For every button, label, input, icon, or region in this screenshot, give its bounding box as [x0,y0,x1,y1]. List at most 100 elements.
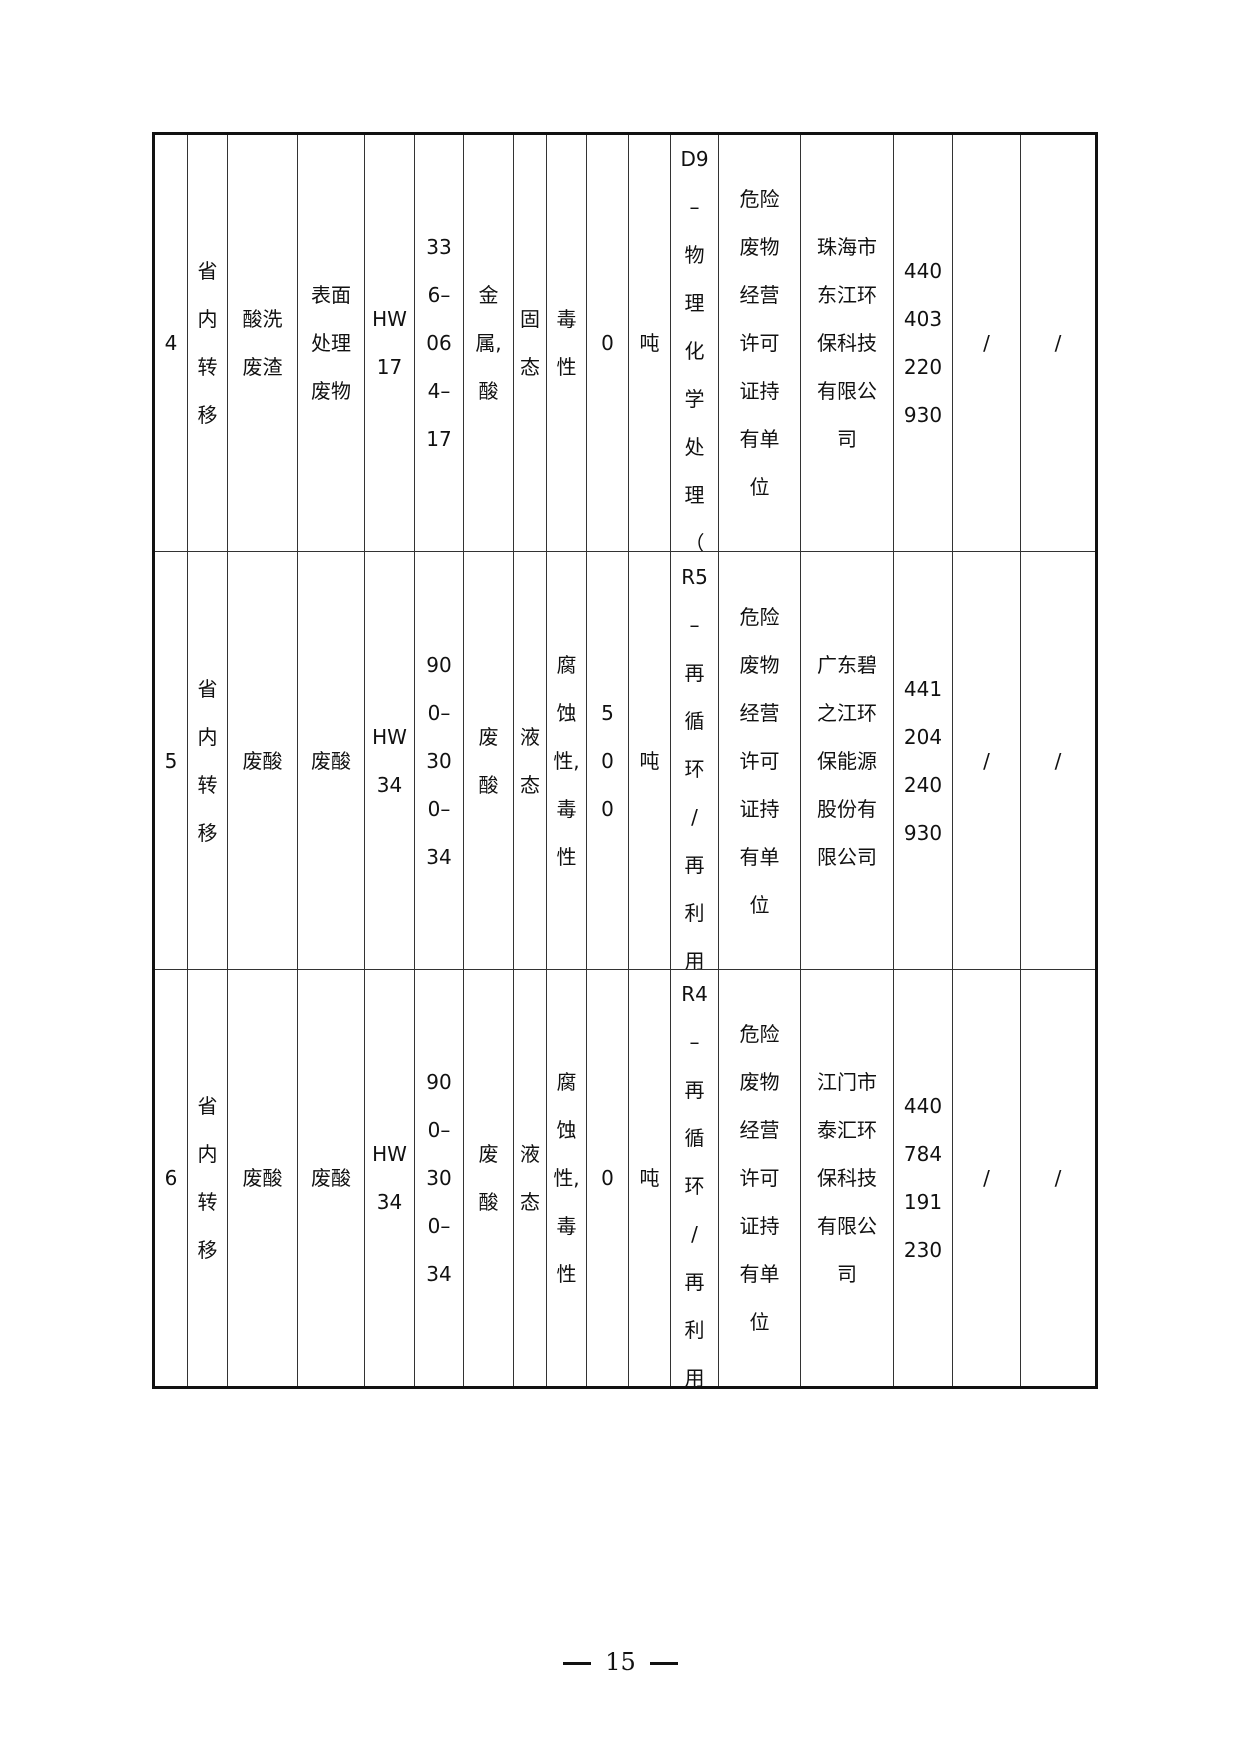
table-cell: 吨 [628,551,671,970]
cell-text: 废酸 [242,1166,283,1190]
table-cell: 液 态 [513,551,547,970]
dash-left [563,1662,592,1665]
cell-text: R5 – 再 循 环 / 再 利 用 [681,564,708,969]
cell-text: 4 [164,331,178,355]
table-cell: 废酸 [297,969,365,1388]
cell-text: 0 [601,1166,614,1190]
table-cell: 固 态 [513,133,547,552]
table-cell: 0 [586,133,629,552]
table-cell: 危险 废物 经营 许可 证持 有单 位 [718,551,801,970]
page-number: 15 [0,1648,1241,1676]
table-row: 6 省 内 转 移 废酸 废酸 HW 34 90 0– 30 0– 34 废 酸 液 态腐 蚀… [153,969,1097,1388]
cell-text: 广东碧 之江环 保能源 股份有 限公司 [817,652,877,869]
table-cell: 危险 废物 经营 许可 证持 有单 位 [718,969,801,1388]
cell-text: / [1054,331,1062,355]
table-cell: 440 403 220 930 [893,133,953,552]
cell-text: / [1054,1166,1062,1190]
table-cell: R5 – 再 循 环 / 再 利 用 [670,551,719,970]
cell-text: 废酸 [311,1166,351,1190]
table-cell: 珠海市 东江环 保科技 有限公 司 [800,133,894,552]
cell-text: D9 – 物 理 化 学 处 理 （ [680,147,709,551]
table-cell: 腐 蚀 性, 毒 性 [546,551,587,970]
cell-text: / [983,1166,990,1190]
cell-text: 5 [164,748,178,773]
table-cell: 33 6– 06 4– 17 [414,133,464,552]
cell-text: / [1054,748,1062,773]
table-cell: HW 17 [364,133,415,552]
cell-text: HW 34 [372,1142,407,1214]
cell-text: 金 属, 酸 [475,283,502,403]
cell-text: 5 0 0 [601,700,614,821]
table-cell: 毒 性 [546,133,587,552]
table-cell: / [1020,969,1097,1388]
table-cell: R4 – 再 循 环 / 再 利 用 [670,969,719,1388]
cell-text: 6 [164,1166,178,1190]
table-cell: 危险 废物 经营 许可 证持 有单 位 [718,133,801,552]
table-cell: 441 204 240 930 [893,551,953,970]
cell-text: 液 态 [520,1142,540,1214]
table-cell: 废酸 [227,969,298,1388]
cell-text: 90 0– 30 0– 34 [426,652,452,869]
table-row: 4 省 内 转 移 酸洗 废渣 表面 处理 废物 HW 17 33 6– 06 4– 17… [153,133,1097,552]
cell-text: 90 0– 30 0– 34 [426,1070,452,1286]
cell-text: 废 酸 [478,724,499,797]
page-number-text: 15 [605,1648,636,1676]
cell-text: 液 态 [520,724,540,797]
cell-text: 酸洗 废渣 [242,307,283,379]
cell-text: 废酸 [311,748,351,773]
table-cell: / [1020,133,1097,552]
table-cell: 5 [153,551,188,970]
table-cell: 吨 [628,133,671,552]
cell-text: 废酸 [242,748,283,773]
cell-text: 危险 废物 经营 许可 证持 有单 位 [739,1022,780,1334]
table-cell: 废 酸 [463,969,514,1388]
cell-text: 省 内 转 移 [197,676,218,845]
cell-text: 危险 废物 经营 许可 证持 有单 位 [739,604,780,917]
table-cell: 江门市 泰汇环 保科技 有限公 司 [800,969,894,1388]
table-cell: 酸洗 废渣 [227,133,298,552]
table-cell: / [952,551,1021,970]
table-cell: 腐 蚀 性, 毒 性 [546,969,587,1388]
table-cell: 废 酸 [463,551,514,970]
cell-text: 省 内 转 移 [197,1094,218,1262]
table-cell: 广东碧 之江环 保能源 股份有 限公司 [800,551,894,970]
cell-text: / [983,331,990,355]
cell-text: 毒 性 [556,307,577,379]
cell-text: 腐 蚀 性, 毒 性 [553,652,580,869]
table-cell: 5 0 0 [586,551,629,970]
table-cell: 6 [153,969,188,1388]
cell-text: 440 784 191 230 [903,1094,943,1262]
table-cell: 液 态 [513,969,547,1388]
dash-right [649,1662,678,1665]
table-row: 5 省 内 转 移 废酸 废酸 HW 34 90 0– 30 0– 34 废 酸 液 态腐 蚀… [153,551,1097,970]
cell-text: 0 [601,331,614,355]
cell-text: 表面 处理 废物 [311,283,351,403]
cell-text: 腐 蚀 性, 毒 性 [553,1070,580,1286]
cell-text: R4 – 再 循 环 / 再 利 用 [681,982,708,1386]
cell-text: 441 204 240 930 [903,676,943,845]
table-cell: HW 34 [364,969,415,1388]
table-cell: 省 内 转 移 [187,551,228,970]
cell-text: 江门市 泰汇环 保科技 有限公 司 [817,1070,877,1286]
waste-transfer-table: 4 省 内 转 移 酸洗 废渣 表面 处理 废物 HW 17 33 6– 06 4– 17… [152,132,1098,1389]
cell-text: 省 内 转 移 [197,259,218,427]
cell-text: 33 6– 06 4– 17 [426,235,452,451]
table-cell: 省 内 转 移 [187,133,228,552]
table-cell: 金 属, 酸 [463,133,514,552]
table-cell: / [952,133,1021,552]
table-cell: 0 [586,969,629,1388]
cell-text: 固 态 [520,307,540,379]
cell-text: / [983,748,990,773]
table-cell: 440 784 191 230 [893,969,953,1388]
table-cell: HW 34 [364,551,415,970]
cell-text: 440 403 220 930 [903,259,943,427]
table-cell: 废酸 [227,551,298,970]
cell-text: HW 17 [372,307,407,379]
cell-text: 危险 废物 经营 许可 证持 有单 位 [739,187,780,499]
table-cell: / [952,969,1021,1388]
table-cell: 90 0– 30 0– 34 [414,551,464,970]
cell-text: 珠海市 东江环 保科技 有限公 司 [817,235,877,451]
table-cell: 4 [153,133,188,552]
table-cell: 省 内 转 移 [187,969,228,1388]
table-cell: / [1020,551,1097,970]
